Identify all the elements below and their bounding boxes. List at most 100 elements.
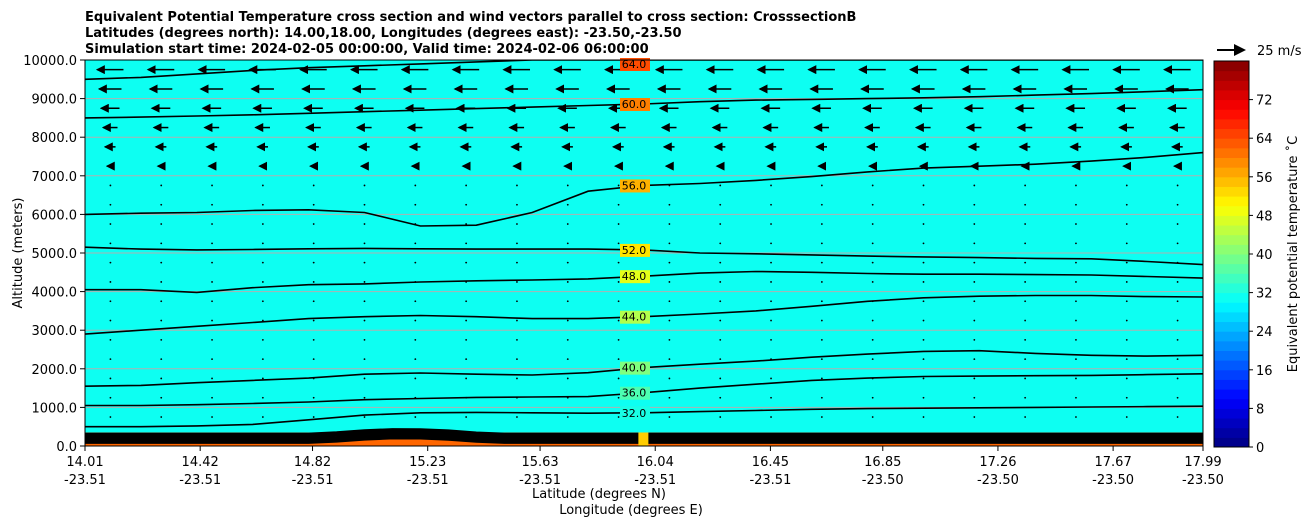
wind-vector: [363, 358, 366, 361]
wind-vector: [820, 338, 823, 341]
wind-vector: [973, 338, 976, 341]
wind-vector: [109, 358, 112, 361]
wind-vector: [516, 416, 518, 418]
wind-vector: [922, 338, 925, 341]
wind-vector: [516, 338, 518, 341]
y-axis-ticks: 0.0 1000.0 2000.0 3000.0 4000.0 5000.0 6000.0 7…: [23, 54, 85, 455]
x-tick-label-lon: -23.51: [749, 473, 791, 488]
wind-vector: [770, 416, 772, 418]
contour-label-60.0: 60.0: [622, 98, 647, 111]
wind-vector: [566, 396, 569, 399]
x-tick-label-lat: 14.82: [294, 455, 331, 470]
wind-vector: [1024, 338, 1027, 341]
colorbar-band: [1214, 99, 1249, 110]
colorbar-band: [1214, 360, 1249, 371]
x-tick-label-lon: -23.50: [1092, 473, 1134, 488]
wind-vectors: [95, 65, 1191, 438]
wind-vector: [668, 261, 671, 264]
wind-vector: [770, 223, 772, 225]
wind-vector: [820, 281, 823, 283]
wind-vector: [820, 300, 823, 303]
wind-vector: [1176, 300, 1179, 303]
wind-vector: [363, 300, 366, 303]
wind-vector: [363, 203, 366, 206]
y-tick-label: 5000.0: [32, 247, 78, 262]
colorbar-band: [1214, 331, 1249, 342]
wind-vector: [1024, 184, 1027, 187]
wind-vector: [1024, 242, 1027, 245]
wind-vector: [617, 416, 620, 418]
wind-vector: [617, 281, 620, 283]
wind-vector: [922, 416, 925, 418]
wind-vector: [211, 281, 213, 283]
wind-vector: [719, 377, 722, 380]
wind-vector: [922, 319, 925, 322]
wind-vector: [414, 261, 417, 264]
wind-vector: [820, 319, 823, 322]
wind-vector: [770, 203, 772, 206]
wind-vector: [363, 377, 366, 380]
wind-vector: [211, 338, 213, 341]
wind-vector: [160, 281, 163, 283]
wind-vector: [261, 435, 264, 438]
wind-vector: [1176, 281, 1179, 283]
wind-vector: [109, 416, 112, 418]
wind-vector: [668, 184, 671, 187]
colorbar-band: [1214, 80, 1249, 91]
colorbar-tick-label: 72: [1256, 94, 1273, 109]
wind-vector: [871, 184, 874, 187]
wind-vector: [871, 319, 874, 322]
wind-vector: [871, 338, 874, 341]
wind-vector: [871, 203, 874, 206]
wind-vector: [820, 261, 823, 264]
x-tick-label-lat: 15.23: [409, 455, 446, 470]
wind-vector: [465, 261, 468, 264]
wind-vector: [719, 242, 722, 245]
colorbar-tick-label: 32: [1256, 287, 1273, 302]
wind-vector: [363, 223, 366, 225]
wind-vector: [566, 281, 569, 283]
wind-vector: [770, 435, 772, 438]
wind-vector: [820, 416, 823, 418]
colorbar-band: [1214, 167, 1249, 178]
y-tick-label: 1000.0: [32, 401, 78, 416]
wind-vector: [1024, 396, 1027, 399]
colorbar-band: [1214, 138, 1249, 149]
wind-vector: [211, 358, 213, 361]
wind-vector: [1125, 300, 1128, 303]
wind-vector: [414, 396, 417, 399]
wind-vector: [820, 223, 823, 225]
wind-vector: [617, 300, 620, 303]
wind-vector: [261, 261, 264, 264]
y-tick-label: 4000.0: [32, 286, 78, 301]
wind-vector: [465, 281, 468, 283]
wind-vector: [261, 242, 264, 245]
contour-label-bg: [620, 243, 650, 257]
x-tick-label-lon: -23.50: [977, 473, 1019, 488]
colorbar-band: [1214, 89, 1249, 101]
x-axis-ticks: 14.01 -23.51 14.42 -23.51 14.82 -23.51 15.23 -2…: [64, 446, 1224, 488]
wind-vector: [312, 300, 315, 303]
wind-vector: [820, 396, 823, 399]
wind-vector: [770, 377, 772, 380]
wind-vector: [871, 281, 874, 283]
colorbar-band: [1214, 157, 1249, 168]
wind-vector: [770, 338, 772, 341]
wind-vector: [312, 242, 315, 245]
wind-vector: [261, 184, 264, 187]
wind-vector: [1024, 203, 1027, 206]
wind-vector: [973, 203, 976, 206]
colorbar-tick-label: 8: [1256, 402, 1264, 417]
wind-vector: [617, 319, 620, 322]
wind-vector: [820, 435, 823, 438]
wind-vector: [1176, 223, 1179, 225]
wind-vector: [1176, 396, 1179, 399]
wind-vector: [109, 242, 112, 245]
wind-vector: [160, 435, 163, 438]
wind-vector: [465, 396, 468, 399]
wind-vector: [109, 300, 112, 303]
wind-vector: [1024, 435, 1027, 438]
wind-vector: [312, 416, 315, 418]
wind-vector: [312, 261, 315, 264]
wind-vector: [1024, 416, 1027, 418]
